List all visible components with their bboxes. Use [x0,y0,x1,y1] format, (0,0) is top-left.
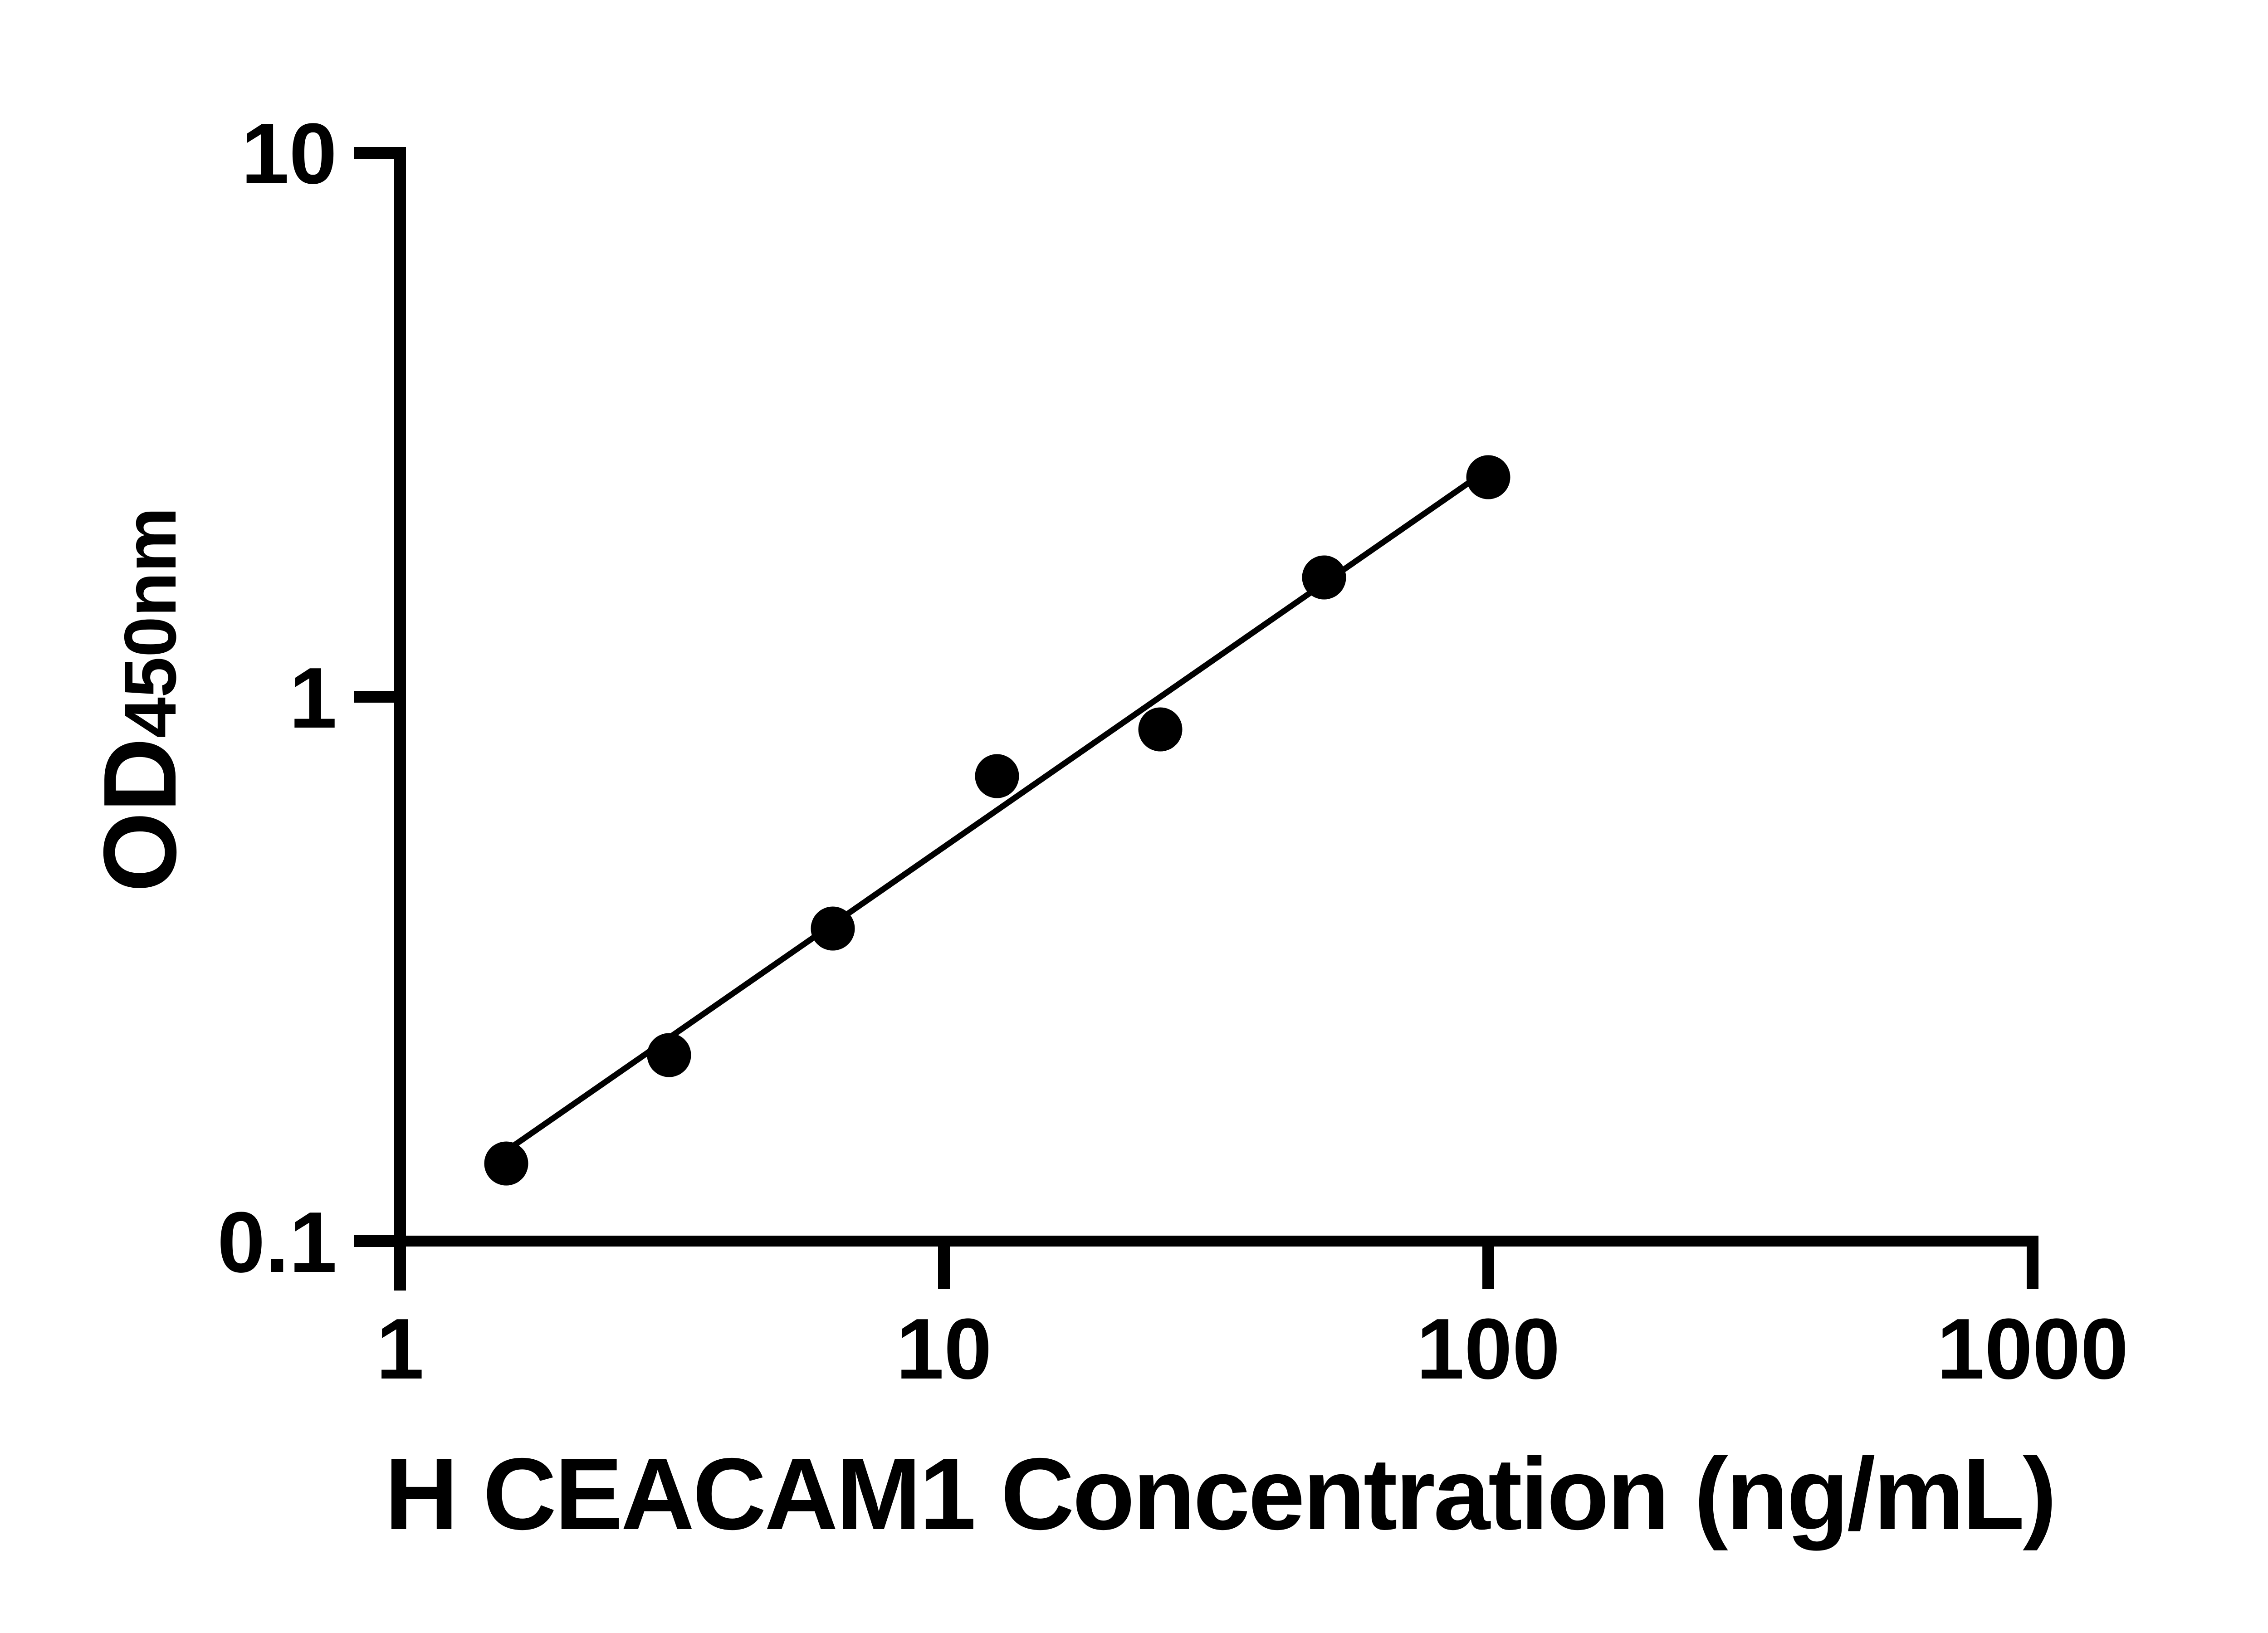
svg-text:1: 1 [289,650,337,746]
svg-text:OD450nm: OD450nm [83,508,198,892]
svg-text:H CEACAM1 Concentration (ng/mL: H CEACAM1 Concentration (ng/mL) [385,1437,2055,1551]
svg-text:10: 10 [241,106,337,202]
svg-text:1: 1 [376,1301,424,1397]
svg-text:0.1: 0.1 [217,1194,337,1291]
svg-text:10: 10 [896,1301,992,1397]
svg-text:100: 100 [1416,1301,1560,1397]
svg-text:1000: 1000 [1937,1301,2129,1397]
